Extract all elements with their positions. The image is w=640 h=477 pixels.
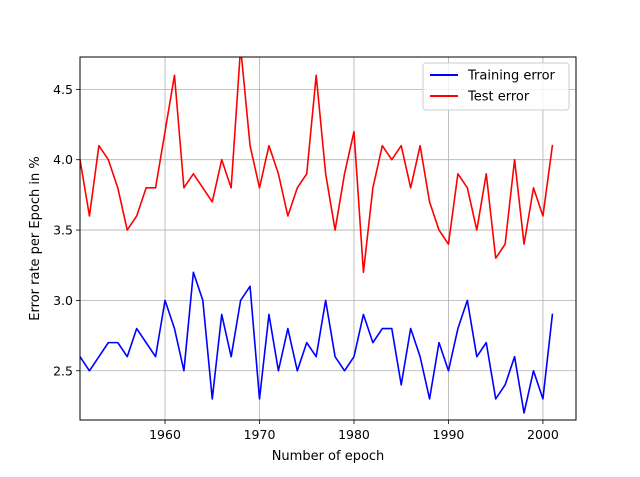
series-layer — [80, 57, 554, 414]
legend-label-test-error: Test error — [467, 90, 530, 105]
y-axis-label: Error rate per Epoch in % — [28, 156, 43, 320]
series-line-training-error — [80, 271, 554, 414]
legend-box — [422, 62, 570, 111]
x-tick-label: 1980 — [338, 427, 370, 442]
y-tick-label: 4.0 — [53, 152, 73, 167]
plot-area — [80, 57, 576, 420]
y-tick-label: 4.5 — [53, 82, 73, 97]
x-tick-label: 1990 — [433, 427, 465, 442]
y-tick-label: 3.0 — [53, 293, 73, 308]
x-tick-label: 1960 — [149, 427, 181, 442]
series-line-test-error — [80, 57, 554, 274]
y-tick-label: 2.5 — [53, 363, 73, 378]
legend-label-training-error: Training error — [467, 69, 556, 84]
x-axis-label: Number of epoch — [272, 449, 385, 464]
plot-frame — [79, 56, 577, 421]
x-tick-label: 2000 — [527, 427, 559, 442]
y-tick-label: 3.5 — [53, 223, 73, 238]
x-tick-label: 1970 — [244, 427, 276, 442]
axis-ticks: 1960 1970 1980 1990 2000 2.5 3.0 3.5 4.0 4.5 — [53, 82, 559, 442]
legend: Training error Test error — [422, 62, 570, 111]
